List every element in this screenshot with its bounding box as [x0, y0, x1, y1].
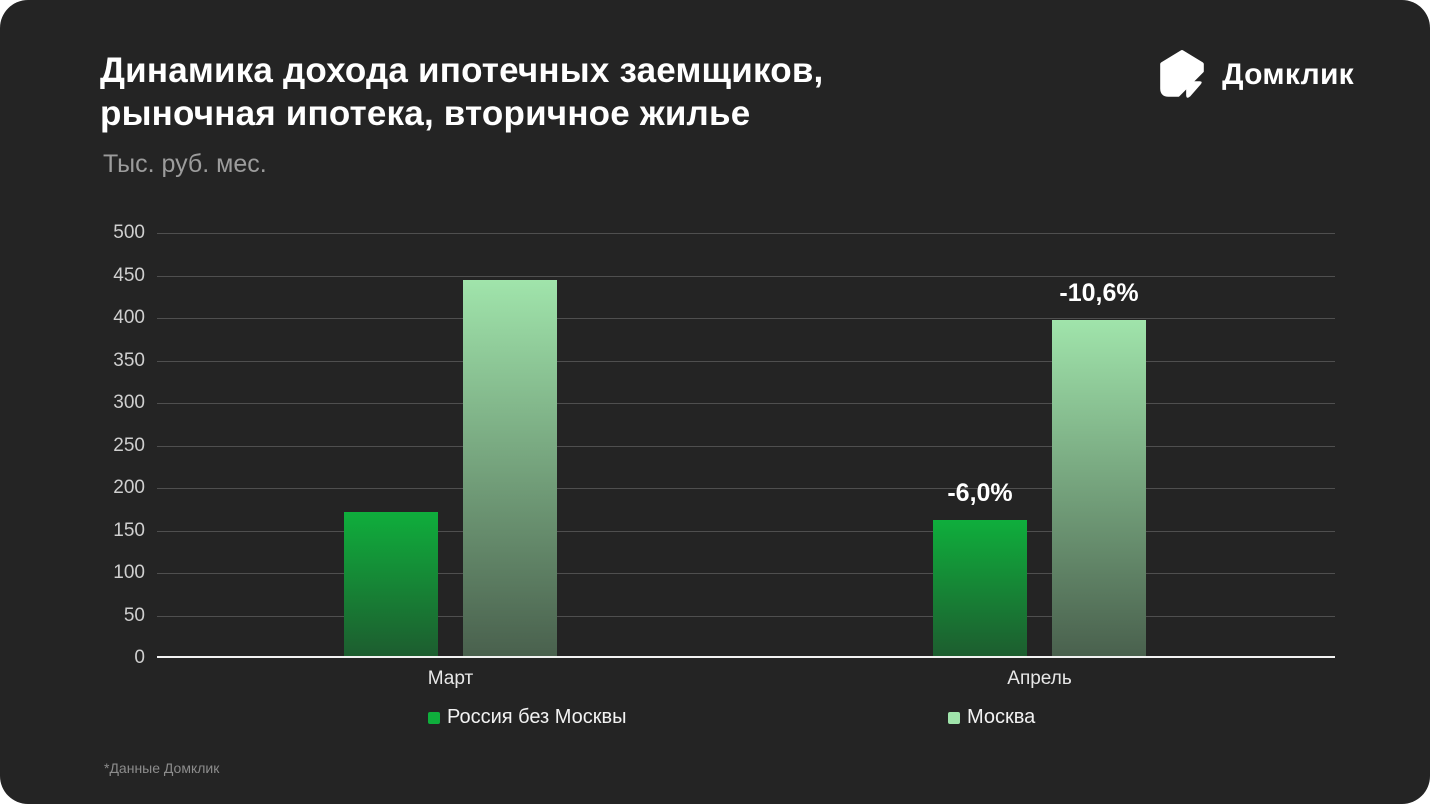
gridline-500: [157, 233, 1335, 234]
legend-label-russia: Россия без Москвы: [447, 705, 627, 728]
page-title-line1: Динамика дохода ипотечных заемщиков,: [100, 51, 824, 90]
legend-swatch-russia-icon: [428, 711, 440, 724]
legend-item-russia: Россия без Москвы: [428, 704, 627, 730]
domclick-logo-text: Домклик: [1222, 58, 1354, 91]
bar-moscow-1: [463, 280, 557, 658]
y-axis-tick-label: 250: [113, 435, 145, 456]
y-axis-tick-label: 500: [113, 222, 145, 243]
legend-item-moscow: Москва: [948, 704, 1035, 730]
data-source-footnote: *Данные Домклик: [104, 760, 220, 776]
page-title-line2: рыночная ипотека, вторичное жилье: [100, 93, 751, 133]
domclick-logo: Домклик: [1155, 48, 1354, 102]
gridline-350: [157, 361, 1335, 362]
x-axis-line: [157, 656, 1335, 658]
gridline-250: [157, 446, 1335, 447]
y-axis-tick-label: 450: [113, 265, 145, 286]
y-axis-tick-label: 0: [134, 647, 145, 668]
y-axis-tick-label: 200: [113, 477, 145, 498]
chart-units-subtitle: Тыс. руб. мес.: [103, 150, 267, 178]
page-title: Динамика дохода ипотечных заемщиков, рын…: [100, 50, 823, 135]
y-axis-tick-label: 150: [113, 520, 145, 541]
gridline-300: [157, 403, 1335, 404]
bar-russia-2: [933, 520, 1027, 658]
x-axis-category-label: Март: [427, 668, 474, 689]
gridline-150: [157, 531, 1335, 532]
y-axis-tick-label: 100: [113, 562, 145, 583]
gridline-50: [157, 616, 1335, 617]
domclick-house-icon: [1160, 50, 1208, 100]
y-axis-tick-label: 50: [123, 605, 145, 626]
legend-label-moscow: Москва: [967, 705, 1036, 728]
plot-area: 0 50 100 150 200 250 300 350 400 450 500 Март -6,0% -…: [113, 222, 1335, 689]
bar-moscow-2: [1052, 320, 1146, 658]
legend-swatch-moscow-icon: [948, 711, 960, 724]
gridline-200: [157, 488, 1335, 489]
y-axis-tick-label: 400: [113, 307, 145, 328]
gridline-450: [157, 276, 1335, 277]
bar-value-label-russia: -6,0%: [947, 479, 1013, 507]
y-axis-tick-label: 350: [113, 350, 145, 371]
bar-value-label-moscow: -10,6%: [1059, 279, 1139, 307]
y-axis-tick-label: 300: [113, 392, 145, 413]
bar-russia-1: [344, 512, 438, 658]
gridline-100: [157, 573, 1335, 574]
x-axis-category-label: Апрель: [1007, 668, 1072, 689]
gridline-400: [157, 318, 1335, 319]
